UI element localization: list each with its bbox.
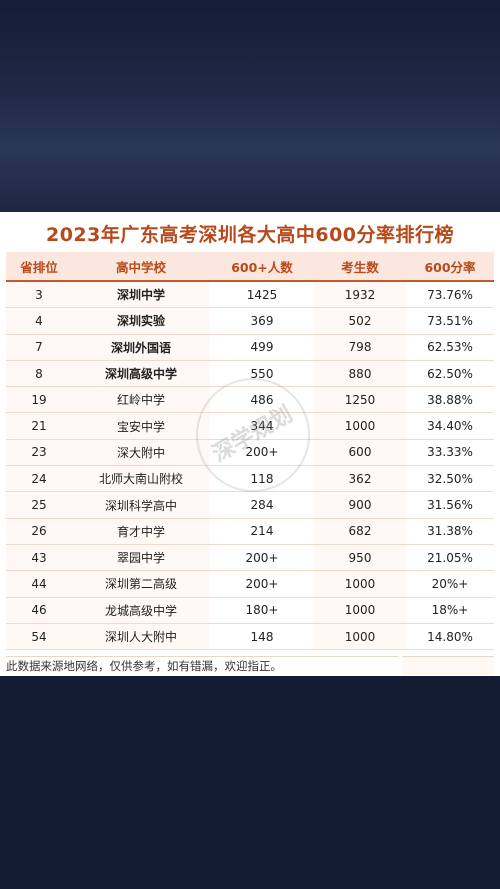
candidates-cell: 1250 bbox=[314, 386, 406, 414]
table-row: 46 龙城高级中学 180+ 1000 18%+ bbox=[6, 597, 494, 624]
rank-cell: 8 bbox=[6, 360, 72, 388]
count-600-cell: 214 bbox=[210, 518, 314, 545]
column-header-candidates: 考生数 bbox=[314, 252, 406, 282]
candidates-cell: 880 bbox=[314, 360, 406, 388]
rank-cell: 19 bbox=[6, 386, 72, 414]
rank-cell: 46 bbox=[6, 597, 72, 624]
table-row: 43 翠园中学 200+ 950 21.05% bbox=[6, 544, 494, 572]
school-cell: 深圳科学高中 bbox=[72, 491, 210, 519]
table-row: 3 深圳中学 1425 1932 73.76% bbox=[6, 281, 494, 309]
footnote: 此数据来源地网络，仅供参考，如有错漏，欢迎指正。 bbox=[6, 656, 398, 675]
school-cell: 深圳高级中学 bbox=[72, 360, 210, 388]
rank-cell: 4 bbox=[6, 307, 72, 335]
table-row: 23 深大附中 200+ 600 33.33% bbox=[6, 439, 494, 467]
rank-cell: 43 bbox=[6, 544, 72, 572]
school-cell: 北师大南山附校 bbox=[72, 465, 210, 493]
rate-600-cell: 31.38% bbox=[406, 518, 494, 545]
count-600-cell: 200+ bbox=[210, 439, 314, 467]
rank-cell: 54 bbox=[6, 623, 72, 651]
table-header-row: 省排位 高中学校 600+人数 考生数 600分率 bbox=[6, 252, 494, 282]
rate-600-cell: 73.51% bbox=[406, 307, 494, 335]
footnote-empty-cell bbox=[402, 656, 494, 675]
candidates-cell: 502 bbox=[314, 307, 406, 335]
rate-600-cell: 33.33% bbox=[406, 439, 494, 467]
candidates-cell: 362 bbox=[314, 465, 406, 493]
rate-600-cell: 20%+ bbox=[406, 570, 494, 598]
candidates-cell: 600 bbox=[314, 439, 406, 467]
table-row: 7 深圳外国语 499 798 62.53% bbox=[6, 334, 494, 361]
rank-cell: 25 bbox=[6, 491, 72, 519]
candidates-cell: 1000 bbox=[314, 412, 406, 440]
rate-600-cell: 31.56% bbox=[406, 491, 494, 519]
candidates-cell: 1000 bbox=[314, 597, 406, 624]
rank-cell: 24 bbox=[6, 465, 72, 493]
count-600-cell: 284 bbox=[210, 491, 314, 519]
count-600-cell: 369 bbox=[210, 307, 314, 335]
background-bottom bbox=[0, 676, 500, 889]
candidates-cell: 798 bbox=[314, 334, 406, 361]
rate-600-cell: 18%+ bbox=[406, 597, 494, 624]
count-600-cell: 180+ bbox=[210, 597, 314, 624]
candidates-cell: 1000 bbox=[314, 570, 406, 598]
rank-cell: 21 bbox=[6, 412, 72, 440]
rate-600-cell: 14.80% bbox=[406, 623, 494, 651]
background-photo-top bbox=[0, 0, 500, 212]
count-600-cell: 499 bbox=[210, 334, 314, 361]
school-cell: 宝安中学 bbox=[72, 412, 210, 440]
school-cell: 红岭中学 bbox=[72, 386, 210, 414]
school-cell: 翠园中学 bbox=[72, 544, 210, 572]
table-row: 21 宝安中学 344 1000 34.40% bbox=[6, 412, 494, 440]
school-cell: 深圳人大附中 bbox=[72, 623, 210, 651]
ranking-table: 省排位 高中学校 600+人数 考生数 600分率 3 深圳中学 1425 1932 7… bbox=[6, 252, 494, 651]
rank-cell: 7 bbox=[6, 334, 72, 361]
candidates-cell: 682 bbox=[314, 518, 406, 545]
school-cell: 深大附中 bbox=[72, 439, 210, 467]
rank-cell: 26 bbox=[6, 518, 72, 545]
school-cell: 深圳实验 bbox=[72, 307, 210, 335]
candidates-cell: 1932 bbox=[314, 281, 406, 309]
candidates-cell: 950 bbox=[314, 544, 406, 572]
column-header-school: 高中学校 bbox=[72, 252, 210, 282]
column-header-600-rate: 600分率 bbox=[406, 252, 494, 282]
count-600-cell: 148 bbox=[210, 623, 314, 651]
table-row: 44 深圳第二高级 200+ 1000 20%+ bbox=[6, 570, 494, 598]
candidates-cell: 1000 bbox=[314, 623, 406, 651]
count-600-cell: 200+ bbox=[210, 544, 314, 572]
count-600-cell: 1425 bbox=[210, 281, 314, 309]
school-cell: 深圳外国语 bbox=[72, 334, 210, 361]
rate-600-cell: 34.40% bbox=[406, 412, 494, 440]
table-row: 8 深圳高级中学 550 880 62.50% bbox=[6, 360, 494, 388]
school-cell: 深圳中学 bbox=[72, 281, 210, 309]
table-row: 25 深圳科学高中 284 900 31.56% bbox=[6, 491, 494, 519]
table-row: 24 北师大南山附校 118 362 32.50% bbox=[6, 465, 494, 493]
rate-600-cell: 32.50% bbox=[406, 465, 494, 493]
school-cell: 育才中学 bbox=[72, 518, 210, 545]
column-header-rank: 省排位 bbox=[6, 252, 72, 282]
rate-600-cell: 62.50% bbox=[406, 360, 494, 388]
rate-600-cell: 38.88% bbox=[406, 386, 494, 414]
school-cell: 龙城高级中学 bbox=[72, 597, 210, 624]
table-row: 19 红岭中学 486 1250 38.88% bbox=[6, 386, 494, 414]
school-cell: 深圳第二高级 bbox=[72, 570, 210, 598]
rank-cell: 44 bbox=[6, 570, 72, 598]
count-600-cell: 550 bbox=[210, 360, 314, 388]
rate-600-cell: 21.05% bbox=[406, 544, 494, 572]
table-row: 4 深圳实验 369 502 73.51% bbox=[6, 307, 494, 335]
rate-600-cell: 62.53% bbox=[406, 334, 494, 361]
rate-600-cell: 73.76% bbox=[406, 281, 494, 309]
table-row: 54 深圳人大附中 148 1000 14.80% bbox=[6, 623, 494, 651]
count-600-cell: 344 bbox=[210, 412, 314, 440]
count-600-cell: 118 bbox=[210, 465, 314, 493]
column-header-600-count: 600+人数 bbox=[210, 252, 314, 282]
rank-cell: 23 bbox=[6, 439, 72, 467]
page-title: 2023年广东高考深圳各大高中600分率排行榜 bbox=[45, 224, 455, 246]
count-600-cell: 200+ bbox=[210, 570, 314, 598]
rank-cell: 3 bbox=[6, 281, 72, 309]
table-row: 26 育才中学 214 682 31.38% bbox=[6, 518, 494, 545]
candidates-cell: 900 bbox=[314, 491, 406, 519]
count-600-cell: 486 bbox=[210, 386, 314, 414]
